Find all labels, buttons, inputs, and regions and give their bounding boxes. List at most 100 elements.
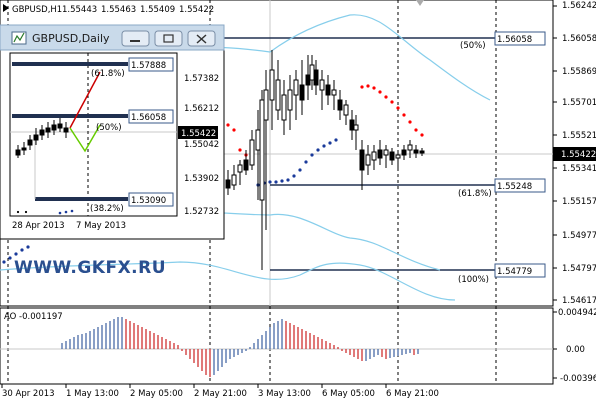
- candle-body: [407, 144, 413, 151]
- candle-body: [383, 149, 389, 156]
- inset-zigzag-up: [69, 71, 101, 129]
- time-tick: 6 May 21:00: [386, 389, 439, 399]
- time-tick: 2 May 21:00: [194, 389, 247, 399]
- ao-axis-top: 0.004942: [558, 308, 596, 318]
- shift-marker-icon[interactable]: [416, 0, 424, 6]
- price-candles: [225, 50, 425, 270]
- price-tick: 1.54977: [562, 231, 596, 241]
- inset-current-price: 1.55422: [181, 129, 216, 139]
- candle-body: [365, 154, 371, 166]
- candle-body: [371, 151, 377, 161]
- candle-body: [395, 154, 401, 159]
- time-tick: 3 May 13:00: [258, 389, 311, 399]
- price-tick: 1.54617: [562, 296, 596, 306]
- inset-current-price-box: [178, 126, 218, 139]
- ao-axis-bottom: -0.00396: [560, 374, 596, 384]
- fib-50-percent-label: (50%): [460, 41, 486, 51]
- candle-body: [275, 79, 281, 111]
- current-price-box: [558, 147, 596, 161]
- inset-fib-price-box: [128, 57, 174, 72]
- price-tick: 1.54797: [562, 264, 596, 274]
- inset-time-tick: 7 May 2013: [76, 221, 126, 231]
- close-icon: [196, 34, 207, 44]
- candle-body: [413, 149, 419, 154]
- inset-fib-price: 1.56058: [131, 113, 166, 123]
- candle-body: [305, 74, 311, 86]
- inset-chart-window[interactable]: GBPUSD,Daily: [0, 24, 225, 240]
- price-tick: 1.55869: [562, 67, 596, 77]
- inset-zigzag-correction: [69, 124, 101, 153]
- candle-body: [281, 94, 287, 121]
- price-tick: 1.56058: [562, 34, 596, 44]
- restore-button[interactable]: [154, 30, 183, 47]
- candle-body: [259, 99, 265, 201]
- candle-body: [389, 151, 395, 161]
- candle-body: [225, 179, 231, 189]
- candle-body: [331, 89, 337, 96]
- fib-100-price-box: [494, 263, 546, 278]
- watermark: WWW.GKFX.RU: [14, 258, 166, 278]
- inset-price-tick: 1.56212: [184, 104, 219, 114]
- fib-61-8-percent-label: (61.8%): [458, 189, 492, 199]
- candle-body: [237, 164, 243, 173]
- inset-price-tick: 1.52732: [184, 207, 219, 217]
- price-axis: 1.56242 1.56058 1.55869 1.55701 1.55521 …: [553, 1, 596, 306]
- inset-price-tick: 1.55042: [184, 140, 219, 150]
- time-axis-ticks: [1, 384, 387, 388]
- price-tick: 1.55157: [562, 197, 596, 207]
- inset-candle-body: [51, 124, 57, 131]
- inset-title-bar[interactable]: [0, 24, 225, 51]
- close-button[interactable]: [187, 30, 216, 47]
- inset-candles: [15, 118, 69, 158]
- ohlc-open: 1.55443: [62, 5, 97, 15]
- candle-body: [349, 119, 355, 131]
- current-price-marker: [553, 147, 558, 161]
- candle-body: [343, 104, 349, 116]
- candle-body: [359, 149, 365, 171]
- price-tick: 1.55701: [562, 98, 596, 108]
- candle-body: [299, 84, 305, 101]
- candle-body: [287, 89, 293, 111]
- oscillator-plot-area[interactable]: [0, 307, 554, 385]
- time-tick: 2 May 05:00: [130, 389, 183, 399]
- candle-body: [293, 79, 299, 96]
- inset-dots: [16, 210, 28, 214]
- inset-candle-body: [57, 123, 63, 129]
- minimize-button[interactable]: [121, 30, 150, 47]
- inset-candle-body: [45, 127, 51, 133]
- inset-candle-body: [15, 149, 21, 156]
- inset-time-tick: 28 Apr 2013: [12, 221, 65, 231]
- candle-body: [255, 129, 261, 151]
- inset-candle-body: [21, 147, 27, 151]
- inset-fib-percent: (50%): [96, 123, 122, 133]
- candle-body: [401, 149, 407, 156]
- candle-body: [319, 79, 325, 91]
- current-price-label: 1.55422: [561, 150, 596, 160]
- fib-100-price-label: 1.54779: [497, 267, 532, 277]
- candle-body: [231, 174, 237, 186]
- inset-candle-body: [63, 127, 69, 133]
- minimize-icon: [130, 40, 140, 42]
- candle-body: [377, 149, 383, 159]
- inset-candle-body: [39, 129, 45, 136]
- candle-body: [243, 159, 249, 171]
- candle-body: [309, 64, 315, 81]
- fib-61-8-price-label: 1.55248: [497, 182, 532, 192]
- candle-body: [269, 69, 275, 101]
- ao-label: AO -0.001197: [4, 312, 63, 322]
- price-tick: 1.55341: [562, 164, 596, 174]
- inset-fib-percent: (38.2%): [90, 204, 124, 214]
- fib-50-price-box: [494, 31, 546, 46]
- inset-sar-dots: [58, 209, 74, 215]
- symbol-info: GBPUSD,H1: [12, 5, 62, 15]
- time-tick: 6 May 05:00: [322, 389, 375, 399]
- ohlc-high: 1.55463: [101, 5, 136, 15]
- price-tick: 1.55521: [562, 131, 596, 141]
- candle-body: [353, 124, 359, 131]
- inset-price-tick: 1.53902: [184, 174, 219, 184]
- inset-fib-price-box: [128, 109, 174, 124]
- candle-body: [313, 69, 319, 86]
- fib-50-price-label: 1.56058: [497, 35, 532, 45]
- inset-window-title: GBPUSD,Daily: [32, 32, 110, 45]
